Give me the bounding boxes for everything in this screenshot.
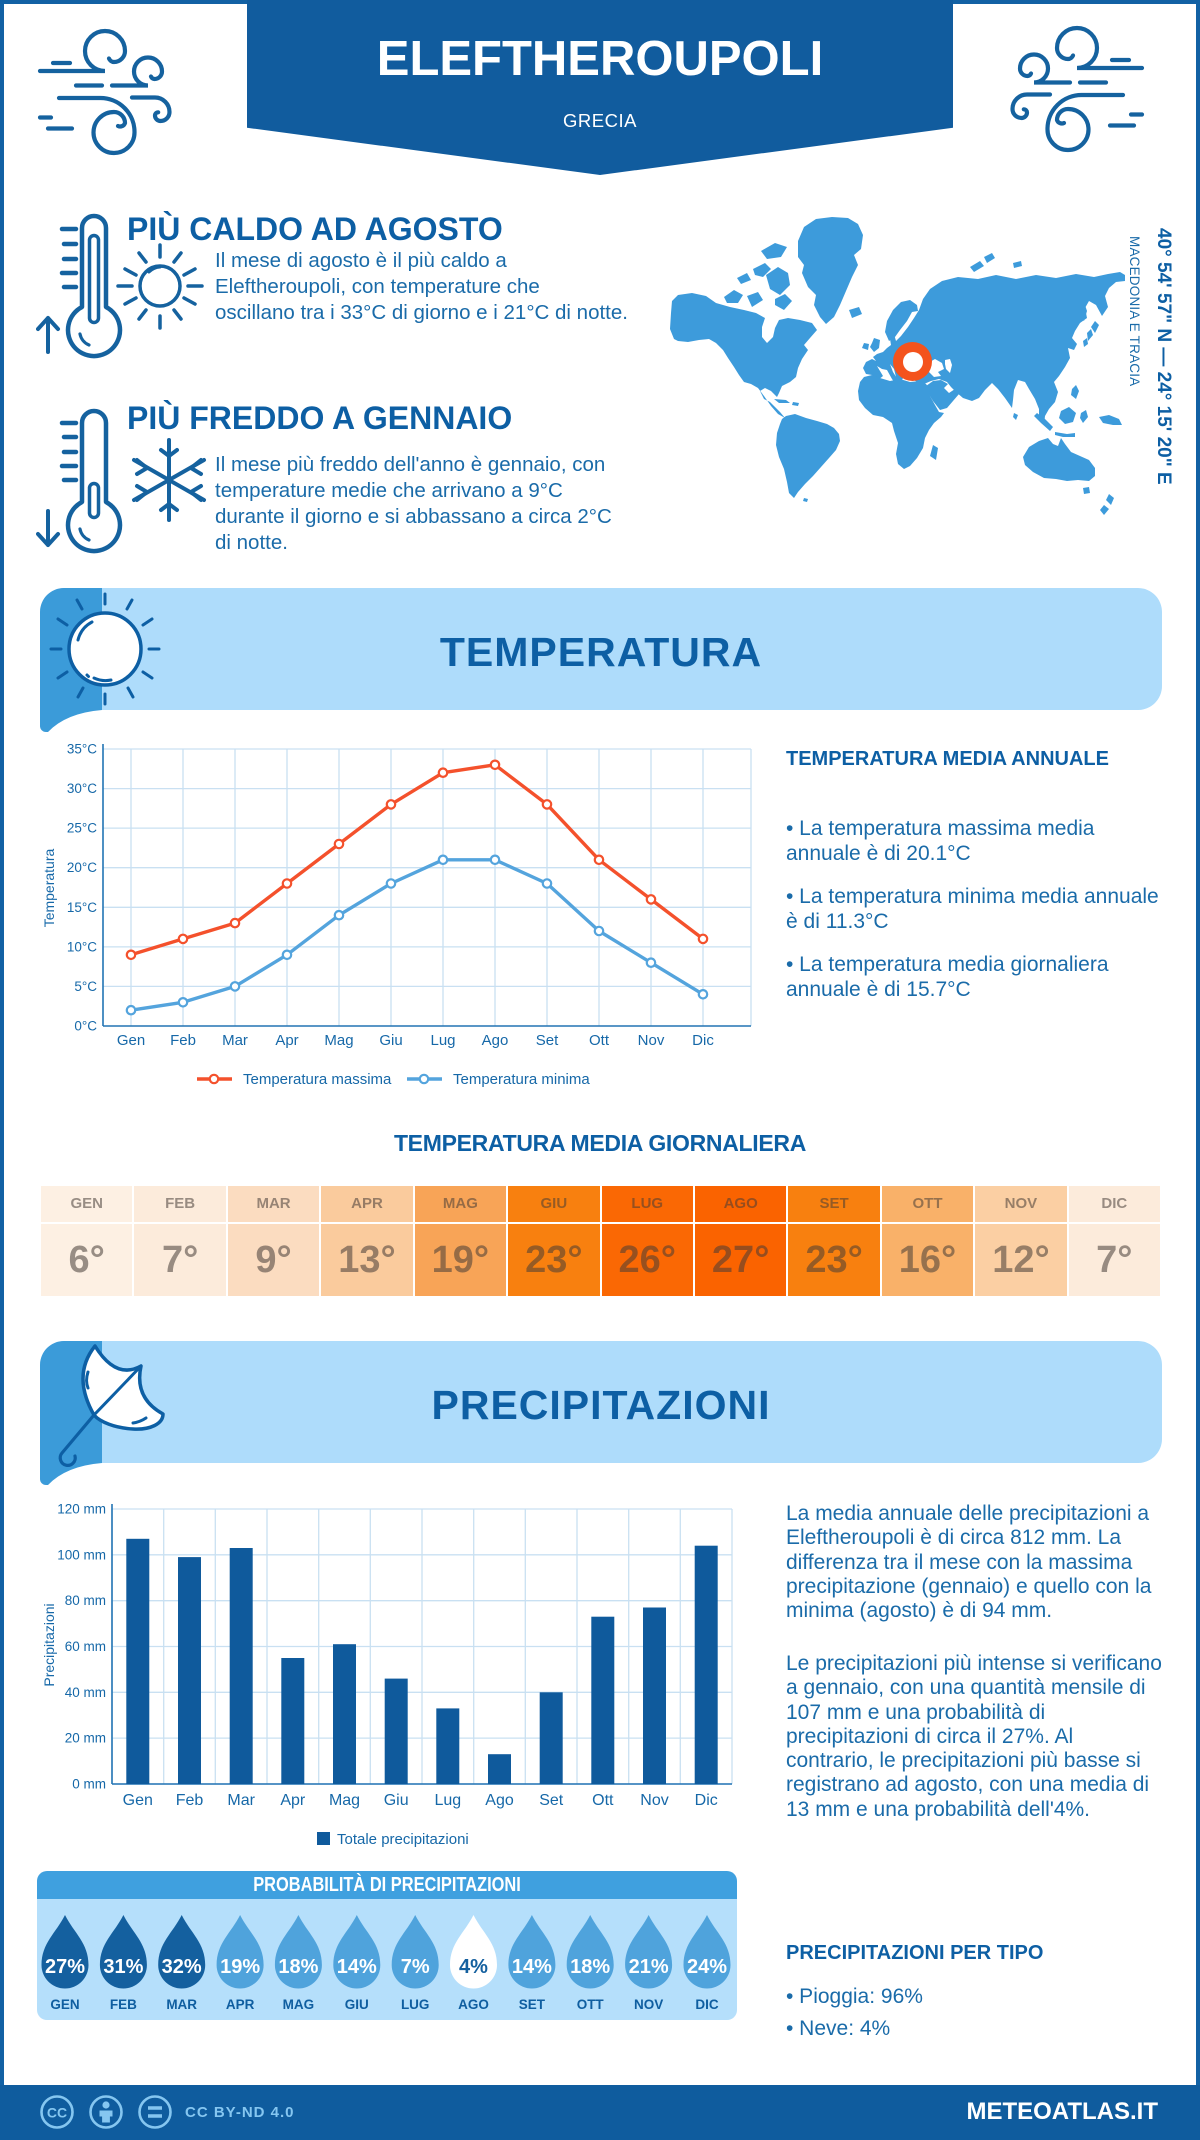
svg-text:Set: Set <box>536 1032 559 1049</box>
svg-text:OTT: OTT <box>577 1997 605 2012</box>
svg-text:19%: 19% <box>220 1956 260 1978</box>
svg-text:Gen: Gen <box>123 1792 153 1809</box>
svg-text:Feb: Feb <box>170 1032 196 1049</box>
svg-text:27%: 27% <box>45 1956 85 1978</box>
svg-text:Ago: Ago <box>485 1792 514 1809</box>
svg-text:Lug: Lug <box>434 1792 461 1809</box>
svg-text:Mag: Mag <box>324 1032 353 1049</box>
svg-text:14%: 14% <box>337 1956 377 1978</box>
svg-text:24%: 24% <box>687 1956 727 1978</box>
svg-text:40 mm: 40 mm <box>65 1685 106 1700</box>
svg-text:31%: 31% <box>103 1956 143 1978</box>
svg-text:Dic: Dic <box>692 1032 714 1049</box>
svg-text:25°C: 25°C <box>67 821 97 836</box>
svg-text:AGO: AGO <box>458 1997 489 2012</box>
svg-text:Dic: Dic <box>695 1792 718 1809</box>
svg-text:FEB: FEB <box>110 1997 137 2012</box>
svg-text:14%: 14% <box>512 1956 552 1978</box>
svg-text:100 mm: 100 mm <box>57 1547 106 1562</box>
svg-text:10°C: 10°C <box>67 939 97 954</box>
svg-text:Apr: Apr <box>275 1032 298 1049</box>
svg-text:NOV: NOV <box>634 1997 663 2012</box>
svg-text:CC: CC <box>47 2105 67 2121</box>
svg-text:Totale precipitazioni: Totale precipitazioni <box>337 1831 469 1848</box>
svg-text:60 mm: 60 mm <box>65 1639 106 1654</box>
svg-text:Nov: Nov <box>640 1792 668 1809</box>
svg-text:Apr: Apr <box>280 1792 306 1809</box>
svg-text:Ott: Ott <box>589 1032 610 1049</box>
svg-text:21%: 21% <box>629 1956 669 1978</box>
svg-text:Lug: Lug <box>430 1032 455 1049</box>
svg-text:Feb: Feb <box>176 1792 204 1809</box>
svg-text:Gen: Gen <box>117 1032 145 1049</box>
svg-text:Set: Set <box>539 1792 564 1809</box>
svg-text:120 mm: 120 mm <box>57 1502 106 1517</box>
svg-text:20 mm: 20 mm <box>65 1731 106 1746</box>
svg-text:80 mm: 80 mm <box>65 1593 106 1608</box>
svg-text:MAR: MAR <box>166 1997 197 2012</box>
svg-text:0 mm: 0 mm <box>72 1777 106 1792</box>
svg-text:Giu: Giu <box>384 1792 409 1809</box>
svg-text:30°C: 30°C <box>67 781 97 796</box>
svg-text:Giu: Giu <box>379 1032 402 1049</box>
svg-text:Mar: Mar <box>222 1032 248 1049</box>
svg-text:Mag: Mag <box>329 1792 360 1809</box>
svg-text:35°C: 35°C <box>67 742 97 757</box>
svg-text:0°C: 0°C <box>74 1019 97 1034</box>
svg-text:20°C: 20°C <box>67 860 97 875</box>
svg-text:MAG: MAG <box>283 1997 315 2012</box>
svg-text:32%: 32% <box>162 1956 202 1978</box>
svg-text:Nov: Nov <box>638 1032 665 1049</box>
svg-text:4%: 4% <box>459 1956 488 1978</box>
svg-text:15°C: 15°C <box>67 900 97 915</box>
svg-text:Ott: Ott <box>592 1792 614 1809</box>
svg-text:18%: 18% <box>278 1956 318 1978</box>
svg-text:DIC: DIC <box>695 1997 719 2012</box>
svg-text:Temperatura minima: Temperatura minima <box>453 1071 590 1088</box>
svg-text:SET: SET <box>519 1997 546 2012</box>
svg-text:LUG: LUG <box>401 1997 430 2012</box>
svg-text:18%: 18% <box>570 1956 610 1978</box>
svg-text:Mar: Mar <box>227 1792 255 1809</box>
svg-text:Temperatura: Temperatura <box>41 848 57 927</box>
svg-text:APR: APR <box>226 1997 255 2012</box>
svg-text:5°C: 5°C <box>74 979 97 994</box>
svg-text:7%: 7% <box>401 1956 430 1978</box>
svg-text:GEN: GEN <box>50 1997 79 2012</box>
svg-text:Precipitazioni: Precipitazioni <box>41 1603 57 1686</box>
svg-text:Temperatura massima: Temperatura massima <box>243 1071 392 1088</box>
svg-text:GIU: GIU <box>345 1997 369 2012</box>
svg-text:Ago: Ago <box>482 1032 509 1049</box>
